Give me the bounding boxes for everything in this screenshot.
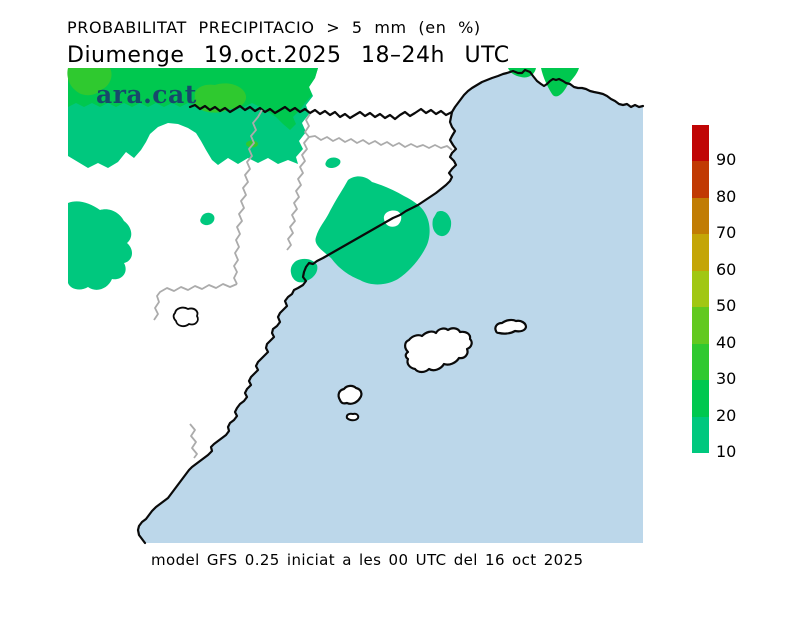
legend-segment <box>692 343 709 381</box>
coastline <box>136 68 645 545</box>
provincial-border-north <box>304 113 453 151</box>
legend-colorbar: 90 80 70 60 50 40 30 20 10 <box>692 125 772 460</box>
provincial-border-south <box>286 136 310 251</box>
precip-area-pyrenees-20-30 <box>68 68 318 130</box>
pyrenees-border <box>188 103 454 121</box>
island-menorca <box>494 318 528 335</box>
legend-label: 90 <box>716 150 737 170</box>
precip-area-offshore-10-20 <box>432 211 452 237</box>
legend-label: 80 <box>716 186 737 206</box>
legend-segment <box>692 380 709 418</box>
precip-area-france-coast-b <box>541 68 579 97</box>
legend-label: 60 <box>716 259 737 279</box>
sea-fill <box>138 70 643 543</box>
legend-segment <box>692 307 709 345</box>
precip-area-pyrenees-30-40 <box>194 83 247 113</box>
regional-border-south-small <box>189 423 198 459</box>
precip-spot-central-10-20 <box>325 157 341 168</box>
legend-label: 10 <box>716 442 737 461</box>
precip-area-west-10-20 <box>68 201 133 290</box>
page-subtitle: Diumenge 19.oct.2025 18–24h UTC <box>67 43 510 68</box>
legend-label: 40 <box>716 332 737 352</box>
legend-segment <box>692 270 709 308</box>
legend-segment <box>692 125 709 162</box>
legend-segment <box>692 416 709 454</box>
legend-label: 50 <box>716 296 737 316</box>
brand-logo: ara.cat <box>96 80 197 109</box>
model-run-caption: model GFS 0.25 iniciat a les 00 UTC del … <box>151 551 584 569</box>
page-title: PROBABILITAT PRECIPITACIO > 5 mm (en %) <box>67 18 481 37</box>
precip-spot-inland-10-20 <box>200 212 215 226</box>
legend-label: 30 <box>716 369 737 389</box>
legend-segment <box>692 197 709 235</box>
legend-segment <box>692 234 709 272</box>
precip-area-corner-30-40 <box>67 68 112 96</box>
legend-label: 70 <box>716 223 737 243</box>
regional-border-valencia <box>153 283 238 321</box>
legend-label: 20 <box>716 405 737 425</box>
island-mallorca <box>404 327 473 374</box>
regional-border-aragon <box>233 109 263 285</box>
legend-segment <box>692 161 709 199</box>
island-formentera <box>345 412 360 422</box>
island-ibiza <box>337 384 363 405</box>
enclave-outline <box>172 306 199 328</box>
